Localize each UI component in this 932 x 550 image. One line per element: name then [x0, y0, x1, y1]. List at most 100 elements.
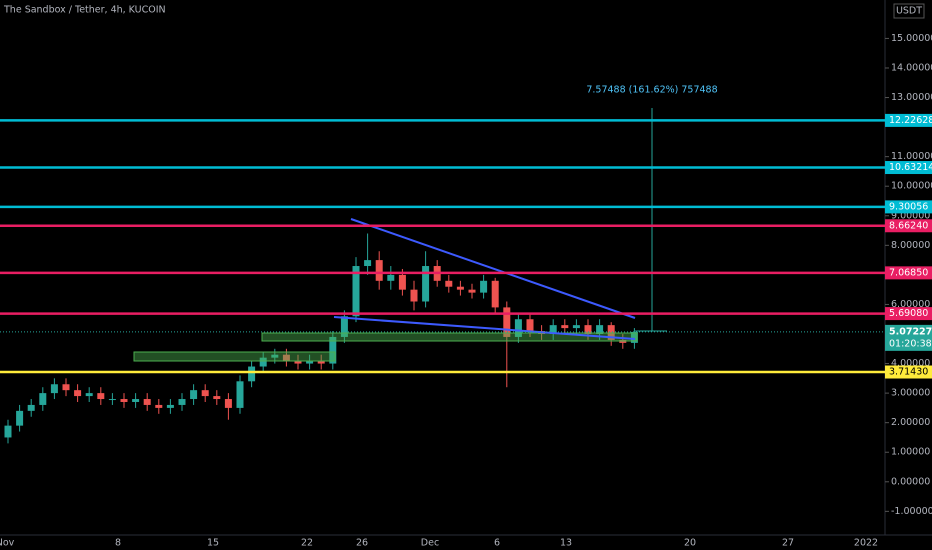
candle-body: [85, 393, 93, 397]
level-label-box: [885, 219, 932, 233]
candle-body: [155, 404, 163, 408]
candle-body: [375, 260, 383, 281]
candle-body: [306, 360, 314, 364]
candle-body: [514, 319, 522, 337]
countdown: 01:20:38: [889, 338, 932, 349]
y-tick-label: 8.00000: [891, 240, 930, 251]
level-label-box: [885, 365, 932, 379]
y-tick-label: -1.00000: [891, 506, 932, 517]
level-label-box: [885, 161, 932, 175]
y-tick-label: 13.00000: [891, 92, 932, 103]
candle-body: [410, 289, 418, 302]
candle-body: [16, 410, 24, 426]
candle-body: [584, 325, 592, 335]
candle-body: [526, 319, 534, 332]
y-tick-label: 2.00000: [891, 417, 930, 428]
x-tick-label: 26: [356, 538, 368, 549]
y-tick-label: 15.00000: [891, 33, 932, 44]
level-label-box: [885, 200, 932, 214]
y-tick-label: 14.00000: [891, 62, 932, 73]
candle-body: [572, 325, 580, 329]
level-label-box: [885, 113, 932, 127]
x-tick-label: 20: [684, 538, 696, 549]
last-price-label: 5.07227: [889, 326, 932, 337]
candle-body: [4, 425, 12, 438]
candle-body: [259, 357, 267, 367]
wedge-line: [350, 218, 636, 319]
candle-body: [422, 266, 430, 302]
level-label: 9.30056: [889, 201, 928, 212]
level-label: 10.63214: [889, 162, 932, 173]
zone: [261, 332, 638, 342]
level-label-box: [885, 266, 932, 280]
candle-body: [178, 399, 186, 405]
candle-body: [387, 274, 395, 281]
currency: USDT: [896, 6, 922, 17]
x-tick-label: 27: [782, 538, 794, 549]
wedge-line: [333, 316, 636, 340]
y-tick-label: 3.00000: [891, 388, 930, 399]
candle-body: [456, 286, 464, 290]
y-tick-label: 10.00000: [891, 181, 932, 192]
candle-body: [166, 404, 174, 408]
last-price-box: [885, 324, 932, 351]
candle-body: [630, 331, 638, 343]
level-label-box: [885, 307, 932, 321]
candle-body: [549, 325, 557, 335]
candle-body: [445, 280, 453, 287]
candle-body: [50, 384, 58, 394]
candle-body: [364, 260, 372, 267]
candle-body: [143, 399, 151, 405]
candle-body: [74, 390, 82, 397]
candle-body: [352, 266, 360, 317]
candle-body: [108, 399, 116, 401]
candle-body: [317, 360, 325, 364]
x-tick-label: 13: [560, 538, 572, 549]
measure-label: 7.57488 (161.62%) 757488: [586, 85, 717, 96]
candle-body: [271, 354, 279, 358]
currency-box: [893, 3, 925, 19]
candle-body: [120, 399, 128, 402]
y-tick-label: 6.00000: [891, 299, 930, 310]
x-tick-label: 15: [207, 538, 219, 549]
x-tick-label: 6: [494, 538, 500, 549]
candle-body: [468, 289, 476, 293]
candle-body: [213, 396, 221, 400]
drawings: [133, 108, 667, 362]
candle-body: [97, 393, 105, 400]
candle-body: [39, 393, 47, 405]
level-label: 7.06850: [889, 267, 928, 278]
candle-body: [596, 325, 604, 335]
y-tick-label: 0.00000: [891, 476, 930, 487]
candle-body: [224, 399, 232, 408]
candle-body: [340, 316, 348, 337]
level-label: 8.66240: [889, 220, 928, 231]
y-tick-label: 11.00000: [891, 151, 932, 162]
candle-body: [236, 381, 244, 408]
candle-body: [329, 336, 337, 364]
zone: [133, 351, 336, 362]
candle-body: [62, 384, 70, 391]
y-tick-label: 4.00000: [891, 358, 930, 369]
level-label: 3.71430: [889, 367, 928, 378]
candle-body: [27, 404, 35, 411]
candle-body: [491, 280, 499, 308]
x-tick-label: 22: [301, 538, 313, 549]
candle-body: [294, 360, 302, 364]
chart-title: The Sandbox / Tether, 4h, KUCOIN: [3, 5, 166, 16]
level-label: 5.69080: [889, 308, 928, 319]
x-tick-label: Dec: [421, 538, 439, 549]
level-label: 12.22628: [889, 115, 932, 126]
candle-body: [190, 390, 198, 400]
candle-body: [398, 274, 406, 290]
candle-body: [132, 399, 140, 402]
x-tick-label: Nov: [0, 538, 15, 549]
y-tick-label: 9.00000: [891, 210, 930, 221]
candle-body: [480, 280, 488, 293]
candle-body: [248, 366, 256, 382]
x-tick-label: 8: [115, 538, 121, 549]
candle-body: [282, 354, 290, 361]
y-tick-label: 1.00000: [891, 447, 930, 458]
